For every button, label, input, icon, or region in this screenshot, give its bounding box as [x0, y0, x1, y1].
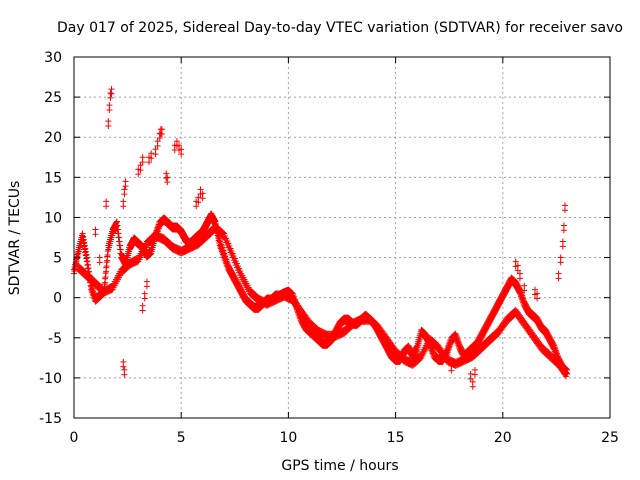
plot-frame: [73, 56, 611, 419]
y-tick-label: 25: [44, 90, 62, 106]
x-axis-label: GPS time / hours: [281, 458, 398, 474]
outlier-point: [107, 94, 114, 101]
outlier-point: [135, 171, 142, 178]
outlier-point: [96, 259, 103, 266]
outlier-point: [193, 203, 200, 210]
data-point: [73, 258, 80, 265]
y-tick-label: 0: [53, 291, 62, 307]
y-tick-label: -10: [39, 371, 62, 387]
data-point: [417, 355, 424, 362]
data-point: [102, 274, 109, 281]
outlier-point: [195, 199, 202, 206]
outlier-point: [105, 122, 112, 129]
outlier-point: [521, 287, 528, 294]
y-axis-label: SDTVAR / TECUs: [7, 181, 23, 296]
y-tick-label: 30: [44, 50, 62, 66]
outlier-point: [141, 295, 148, 302]
outlier-point: [555, 275, 562, 282]
data-point: [104, 252, 111, 259]
x-tick-label: 10: [279, 430, 297, 446]
outlier-point: [148, 155, 155, 162]
data-point: [84, 265, 91, 272]
outlier-point: [561, 207, 568, 214]
outlier-point: [448, 367, 455, 374]
data-point: [564, 370, 571, 377]
data-point: [104, 257, 111, 264]
outlier-point: [469, 383, 476, 390]
x-tick-label: 0: [70, 430, 79, 446]
outlier-point: [152, 151, 159, 158]
outlier-point: [121, 191, 128, 198]
outlier-point: [139, 307, 146, 314]
y-tick-label: -5: [48, 331, 62, 347]
y-tick-label: 15: [44, 170, 62, 186]
data-point: [102, 279, 109, 286]
x-tick-label: 15: [387, 430, 405, 446]
outlier-point: [471, 371, 478, 378]
data-point: [84, 262, 91, 269]
outlier-point: [121, 371, 128, 378]
outlier-point: [534, 295, 541, 302]
outlier-point: [158, 131, 165, 138]
data-point: [413, 347, 420, 354]
outlier-point: [156, 135, 163, 142]
data-point: [83, 255, 90, 262]
data-point: [72, 265, 79, 272]
outlier-point: [199, 195, 206, 202]
data-point: [71, 268, 78, 275]
outlier-point: [146, 159, 153, 166]
outlier-point: [103, 203, 110, 210]
data-point: [563, 373, 570, 380]
outlier-point: [120, 363, 127, 370]
data-point: [74, 255, 81, 262]
outlier-point: [557, 259, 564, 266]
outlier-point: [137, 167, 144, 174]
data-point: [103, 268, 110, 275]
x-tick-label: 20: [494, 430, 512, 446]
outlier-point: [516, 275, 523, 282]
outlier-point: [108, 90, 115, 97]
outlier-point: [560, 227, 567, 234]
outlier-point: [139, 159, 146, 166]
outlier-point: [143, 283, 150, 290]
outlier-point: [154, 143, 161, 150]
y-tick-label: 10: [44, 210, 62, 226]
outlier-point: [163, 175, 170, 182]
outlier-point: [122, 183, 129, 190]
data-point: [147, 251, 154, 258]
x-tick-label: 5: [177, 430, 186, 446]
data-point: [103, 263, 110, 270]
outlier-point: [164, 179, 171, 186]
y-tick-label: 20: [44, 130, 62, 146]
outlier-point: [559, 243, 566, 250]
outlier-point: [92, 231, 99, 238]
outlier-point: [467, 375, 474, 382]
y-tick-label: -15: [39, 411, 62, 427]
data-point: [83, 258, 90, 265]
x-tick-label: 25: [601, 430, 619, 446]
data-points: [71, 86, 571, 390]
outlier-point: [514, 267, 521, 274]
data-point: [113, 223, 120, 230]
outlier-point: [106, 106, 113, 113]
y-tick-label: 5: [53, 251, 62, 267]
axes: 0 5 10 15 20 25 -15 -10 -5 0 5 10 15 20 25 30: [39, 50, 619, 446]
outlier-point: [120, 203, 127, 210]
chart-title: Day 017 of 2025, Sidereal Day-to-day VTE…: [57, 20, 623, 36]
outlier-point: [178, 151, 185, 158]
data-point: [147, 251, 154, 258]
